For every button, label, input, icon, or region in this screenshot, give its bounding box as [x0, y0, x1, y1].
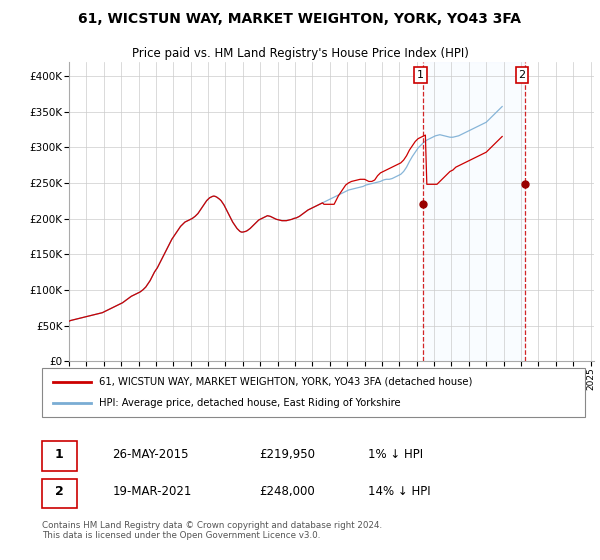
Text: 2: 2 — [518, 70, 526, 80]
Text: 1: 1 — [417, 70, 424, 80]
Text: 14% ↓ HPI: 14% ↓ HPI — [368, 485, 430, 498]
Text: 26-MAY-2015: 26-MAY-2015 — [113, 447, 189, 461]
Text: 1% ↓ HPI: 1% ↓ HPI — [368, 447, 423, 461]
FancyBboxPatch shape — [42, 479, 77, 508]
Text: 19-MAR-2021: 19-MAR-2021 — [113, 485, 192, 498]
Text: 61, WICSTUN WAY, MARKET WEIGHTON, YORK, YO43 3FA: 61, WICSTUN WAY, MARKET WEIGHTON, YORK, … — [79, 12, 521, 26]
Text: 2: 2 — [55, 485, 64, 498]
FancyBboxPatch shape — [42, 368, 585, 417]
Text: 1: 1 — [55, 447, 64, 461]
Text: Contains HM Land Registry data © Crown copyright and database right 2024.
This d: Contains HM Land Registry data © Crown c… — [42, 521, 382, 540]
FancyBboxPatch shape — [42, 441, 77, 471]
Text: £219,950: £219,950 — [259, 447, 315, 461]
Text: 61, WICSTUN WAY, MARKET WEIGHTON, YORK, YO43 3FA (detached house): 61, WICSTUN WAY, MARKET WEIGHTON, YORK, … — [99, 377, 472, 387]
Text: HPI: Average price, detached house, East Riding of Yorkshire: HPI: Average price, detached house, East… — [99, 398, 401, 408]
Bar — [423, 62, 524, 361]
Text: Price paid vs. HM Land Registry's House Price Index (HPI): Price paid vs. HM Land Registry's House … — [131, 47, 469, 60]
Text: £248,000: £248,000 — [259, 485, 315, 498]
